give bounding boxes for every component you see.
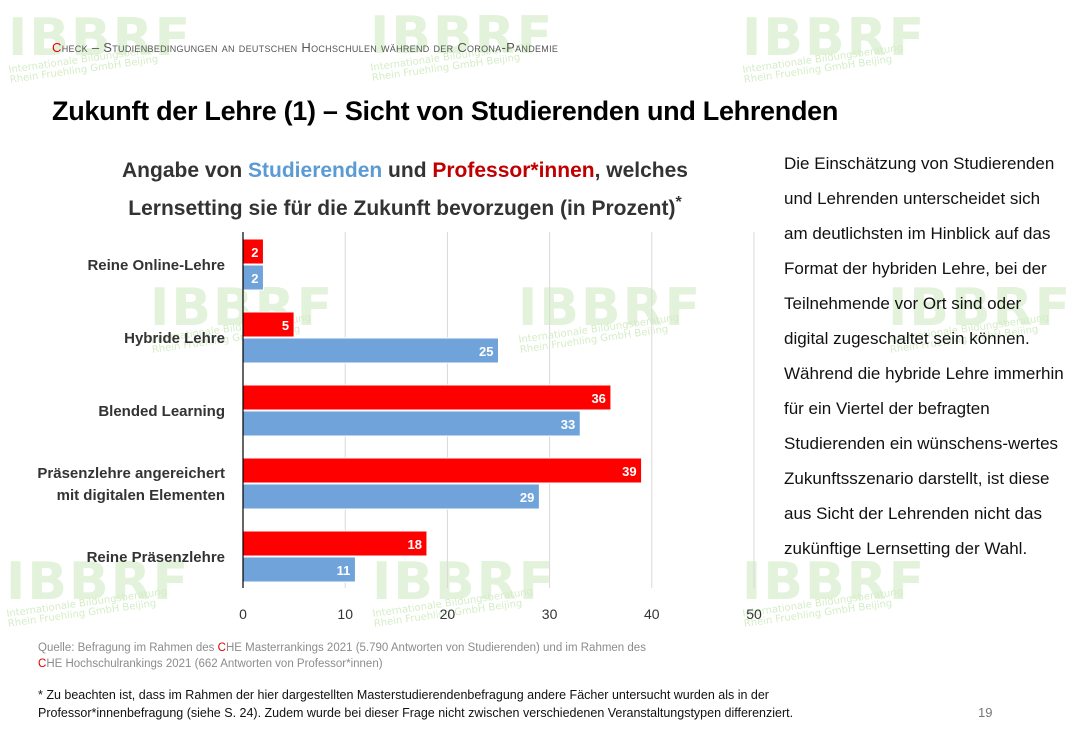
bar-value-label: 11 [337,563,351,578]
bar-value-label: 33 [561,417,575,432]
bar-value-label: 39 [622,464,636,479]
bar-value-label: 25 [479,344,493,359]
bar-professors [242,384,612,411]
bar-value-label: 5 [282,318,289,333]
chart-title-professors: Professor*innen [432,159,595,182]
footnote-line2: Professor*innenbefragung (siehe S. 24). … [38,706,794,720]
x-tick-label: 0 [239,606,247,622]
bar-students [242,410,581,437]
bar-value-label: 36 [591,391,605,406]
source-c-letter: C [217,642,226,654]
bar-value-label: 29 [520,490,534,505]
chart-title-footnote-mark: * [675,194,682,211]
source-c-letter: C [38,658,47,670]
x-tick-label: 20 [440,606,456,622]
category-label: Reine Online-Lehre [87,257,225,274]
bar-value-label: 2 [251,271,258,286]
page-number: 19 [978,705,993,720]
category-label: Hybride Lehre [124,330,225,347]
bar-professors [242,530,428,557]
category-label: Reine Präsenzlehre [87,549,225,566]
page-title: Zukunft der Lehre (1) – Sicht von Studie… [52,96,839,126]
source-line1a: Quelle: Befragung im Rahmen des [38,642,218,654]
bar-students [242,483,540,510]
x-tick-label: 40 [644,606,660,622]
bar-students [242,556,356,583]
x-tick-label: 50 [746,606,762,622]
side-commentary: Die Einschätzung von Studierenden und Le… [784,154,1064,558]
bar-value-label: 18 [407,537,421,552]
source-note: Quelle: Befragung im Rahmen des CHE Mast… [38,640,758,672]
bar-professors [242,457,643,484]
slide-header: Check – Studienbedingungen an deutschen … [52,40,558,55]
header-c-letter: C [52,40,62,55]
source-line1b: HE Masterrankings 2021 (5.790 Antworten … [225,642,646,654]
chart-title-students: Studierenden [248,159,383,182]
footnote: * Zu beachten ist, dass im Rahmen der hi… [38,686,938,722]
chart-title-part3: , welches [594,159,688,182]
bar-students [242,337,499,364]
chart-title-part2: und [382,159,433,182]
category-label: Blended Learning [98,403,225,420]
bar-professors [242,311,295,338]
x-tick-label: 30 [542,606,558,622]
source-line2: HE Hochschulrankings 2021 (662 Antworten… [46,658,383,670]
x-tick-label: 10 [337,606,353,622]
bar-value-label: 2 [251,245,258,260]
header-text: heck – Studienbedingungen an deutschen H… [61,40,559,55]
chart-title-part1: Angabe von [122,159,249,182]
category-label: Präsenzlehre angereichert [37,465,225,482]
chart-title: Angabe von Studierenden und Professor*in… [80,155,730,225]
chart-title-line2: Lernsetting sie für die Zukunft bevorzug… [128,197,676,220]
category-label: mit digitalen Elementen [57,487,225,504]
footnote-line1: * Zu beachten ist, dass im Rahmen der hi… [38,688,769,702]
